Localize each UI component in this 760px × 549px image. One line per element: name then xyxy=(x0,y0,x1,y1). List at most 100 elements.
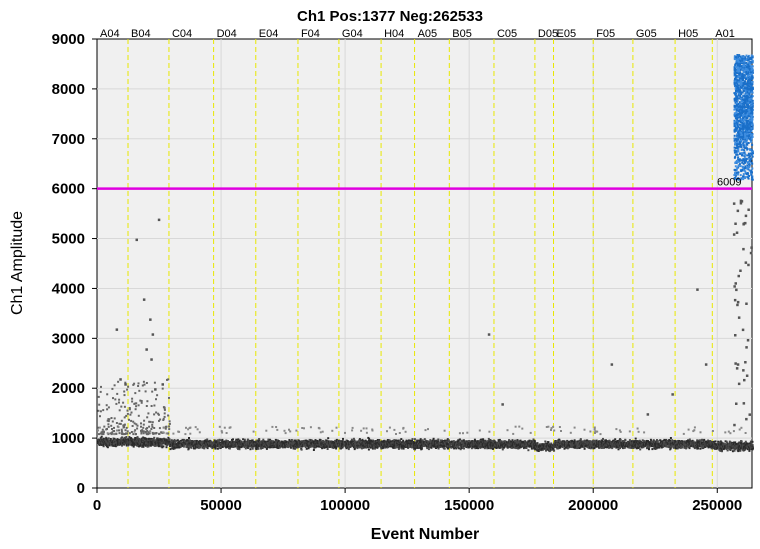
negative-droplet xyxy=(502,446,505,449)
negative-droplet xyxy=(242,444,245,447)
negative-droplet xyxy=(369,446,372,449)
negative-droplet xyxy=(405,439,408,442)
negative-droplet xyxy=(243,438,246,441)
negative-droplet xyxy=(151,444,154,447)
well-label: E04 xyxy=(259,28,279,40)
negative-droplet xyxy=(414,447,417,450)
negative-droplet xyxy=(490,439,493,442)
negative-droplet xyxy=(244,447,247,450)
negative-droplet xyxy=(138,445,141,447)
negative-droplet xyxy=(463,447,465,450)
negative-droplet xyxy=(406,440,409,443)
negative-droplet xyxy=(360,447,363,450)
negative-droplet xyxy=(219,444,222,447)
negative-droplet xyxy=(310,439,312,442)
negative-droplet xyxy=(251,439,254,442)
negative-droplet xyxy=(397,439,400,442)
negative-droplet xyxy=(423,438,426,441)
negative-droplet xyxy=(131,443,134,446)
well-label: B05 xyxy=(452,28,472,40)
negative-droplet xyxy=(513,443,516,446)
negative-droplets xyxy=(97,378,754,453)
negative-droplet xyxy=(456,446,459,449)
negative-droplet xyxy=(290,441,293,444)
negative-droplet xyxy=(469,442,472,445)
negative-droplet xyxy=(160,444,163,447)
negative-droplet xyxy=(387,440,390,443)
negative-droplet xyxy=(270,439,273,442)
negative-droplet xyxy=(272,446,275,449)
negative-droplet xyxy=(367,448,370,451)
negative-droplet xyxy=(478,442,481,445)
negative-droplet xyxy=(356,447,359,450)
negative-droplet xyxy=(183,441,186,444)
well-label: A01 xyxy=(715,28,735,40)
negative-droplet xyxy=(432,442,435,445)
negative-droplet xyxy=(269,438,271,441)
negative-droplet xyxy=(294,439,297,442)
negative-droplet xyxy=(319,439,322,441)
negative-droplet xyxy=(528,440,531,443)
negative-droplet xyxy=(407,439,410,442)
negative-droplet xyxy=(527,449,530,452)
negative-droplet xyxy=(458,447,461,450)
negative-droplet xyxy=(471,440,474,443)
negative-droplet xyxy=(187,439,190,442)
negative-droplet xyxy=(224,440,227,443)
negative-droplet xyxy=(121,444,123,447)
negative-droplet xyxy=(276,440,279,443)
negative-droplet xyxy=(338,445,341,448)
negative-droplet xyxy=(315,443,318,446)
negative-droplet xyxy=(514,444,517,447)
negative-droplet xyxy=(206,447,209,450)
negative-droplet xyxy=(455,447,458,450)
negative-droplet xyxy=(329,445,332,448)
negative-droplet xyxy=(491,446,494,449)
negative-droplet xyxy=(399,441,402,444)
negative-droplet xyxy=(104,439,107,442)
negative-droplet xyxy=(204,441,207,444)
negative-droplet xyxy=(176,446,179,449)
negative-droplet xyxy=(264,440,267,443)
negative-droplet xyxy=(237,438,240,441)
negative-droplet xyxy=(364,445,366,448)
negative-droplet xyxy=(344,444,347,447)
negative-droplet xyxy=(221,438,224,441)
negative-droplet xyxy=(174,439,177,442)
negative-droplet xyxy=(172,442,174,445)
negative-droplet xyxy=(267,440,270,443)
negative-droplet xyxy=(210,440,213,443)
negative-droplet xyxy=(545,449,547,452)
negative-droplet xyxy=(297,439,300,442)
negative-droplet xyxy=(181,438,184,441)
negative-droplet xyxy=(290,446,292,449)
negative-droplet xyxy=(377,445,380,448)
negative-droplet xyxy=(187,447,190,450)
negative-droplet xyxy=(175,446,178,449)
negative-droplet xyxy=(246,441,249,444)
negative-droplet xyxy=(421,439,424,442)
negative-droplet xyxy=(128,436,131,439)
negative-droplet xyxy=(258,438,261,441)
negative-droplet xyxy=(332,447,335,449)
negative-droplet xyxy=(164,442,167,445)
negative-droplet xyxy=(464,440,467,443)
negative-droplet xyxy=(188,437,190,439)
negative-droplet xyxy=(516,439,519,442)
negative-droplet xyxy=(510,444,513,447)
negative-droplet xyxy=(553,449,556,452)
negative-droplet xyxy=(333,446,336,448)
negative-droplet xyxy=(142,436,145,439)
negative-droplet xyxy=(483,447,486,450)
negative-droplet xyxy=(416,445,419,448)
negative-droplet xyxy=(539,443,542,446)
negative-droplet xyxy=(132,439,135,442)
negative-droplet xyxy=(370,444,373,447)
negative-droplet xyxy=(335,447,338,450)
negative-droplet xyxy=(531,446,534,449)
negative-droplet xyxy=(102,443,105,446)
negative-droplet xyxy=(477,447,480,450)
negative-droplet xyxy=(372,439,375,442)
negative-droplet xyxy=(129,438,132,441)
